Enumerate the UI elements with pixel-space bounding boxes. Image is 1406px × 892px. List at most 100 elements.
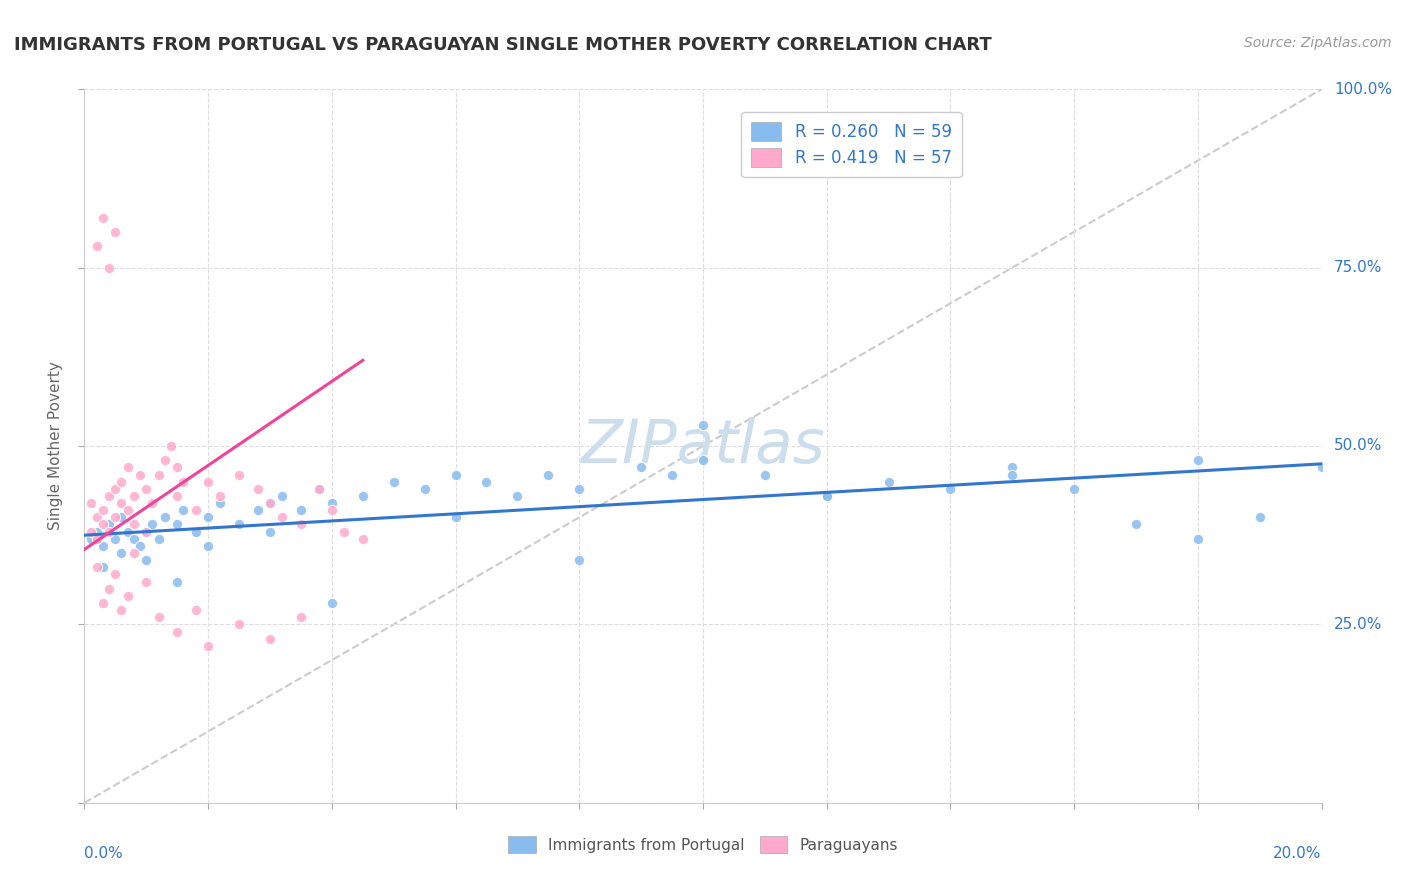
Point (271, 510, 294, 524)
Point (98, 517, 121, 532)
Point (153, 510, 176, 524)
Point (104, 532, 127, 546)
Point (321, 596, 343, 610)
Point (117, 524, 139, 539)
Text: 50.0%: 50.0% (1334, 439, 1382, 453)
Point (815, 489, 838, 503)
Point (506, 489, 529, 503)
Point (209, 496, 232, 510)
Point (661, 467, 683, 482)
Point (259, 632, 281, 646)
Text: Source: ZipAtlas.com: Source: ZipAtlas.com (1244, 36, 1392, 50)
Point (321, 503, 343, 517)
Point (290, 610, 312, 624)
Point (1001, 460, 1024, 475)
Text: 100.0%: 100.0% (1334, 82, 1392, 96)
Point (91, 539, 114, 553)
Point (110, 603, 132, 617)
Point (79, 524, 101, 539)
Point (333, 524, 356, 539)
Point (537, 467, 560, 482)
Point (79, 532, 101, 546)
Point (209, 489, 232, 503)
Point (228, 517, 250, 532)
Point (86, 239, 108, 253)
Point (91, 503, 114, 517)
Point (197, 510, 219, 524)
Text: ZIPatlas: ZIPatlas (581, 417, 825, 475)
Point (110, 546, 132, 560)
Point (110, 475, 132, 489)
Point (568, 553, 591, 567)
Point (692, 417, 714, 432)
Point (382, 475, 405, 489)
Point (475, 475, 498, 489)
Point (321, 496, 343, 510)
Point (91, 211, 114, 225)
Point (122, 546, 145, 560)
Point (98, 582, 121, 596)
Point (135, 553, 157, 567)
Point (98, 260, 121, 275)
Point (79, 496, 101, 510)
Point (166, 624, 188, 639)
Point (160, 439, 183, 453)
Point (1310, 460, 1333, 475)
Point (290, 503, 312, 517)
Point (117, 460, 139, 475)
Point (228, 467, 250, 482)
Point (197, 639, 219, 653)
Point (148, 467, 170, 482)
Point (939, 482, 962, 496)
Point (104, 482, 127, 496)
Point (271, 489, 294, 503)
Text: 25.0%: 25.0% (1334, 617, 1382, 632)
Point (290, 517, 312, 532)
Point (444, 510, 467, 524)
Point (568, 482, 591, 496)
Point (1187, 532, 1209, 546)
Point (184, 524, 207, 539)
Point (110, 496, 132, 510)
Point (166, 489, 188, 503)
Point (91, 596, 114, 610)
Point (259, 524, 281, 539)
Point (259, 496, 281, 510)
Point (184, 603, 207, 617)
Point (246, 503, 269, 517)
Point (630, 460, 652, 475)
Point (129, 467, 152, 482)
Point (148, 532, 170, 546)
Point (413, 482, 436, 496)
Y-axis label: Single Mother Poverty: Single Mother Poverty (48, 361, 63, 531)
Point (246, 482, 269, 496)
Text: 0.0%: 0.0% (84, 846, 124, 861)
Point (104, 510, 127, 524)
Point (122, 489, 145, 503)
Point (98, 489, 121, 503)
Point (352, 489, 374, 503)
Point (91, 517, 114, 532)
Point (1125, 517, 1147, 532)
Point (135, 574, 157, 589)
Text: 75.0%: 75.0% (1334, 260, 1382, 275)
Point (135, 482, 157, 496)
Point (815, 489, 838, 503)
Point (172, 475, 194, 489)
Point (166, 460, 188, 475)
Point (153, 453, 176, 467)
Point (1001, 467, 1024, 482)
Point (197, 475, 219, 489)
Point (117, 589, 139, 603)
Point (228, 617, 250, 632)
Point (172, 503, 194, 517)
Point (166, 517, 188, 532)
Point (1249, 510, 1271, 524)
Text: 20.0%: 20.0% (1274, 846, 1322, 861)
Point (1063, 482, 1085, 496)
Point (444, 467, 467, 482)
Point (352, 532, 374, 546)
Point (148, 610, 170, 624)
Point (104, 567, 127, 582)
Point (129, 539, 152, 553)
